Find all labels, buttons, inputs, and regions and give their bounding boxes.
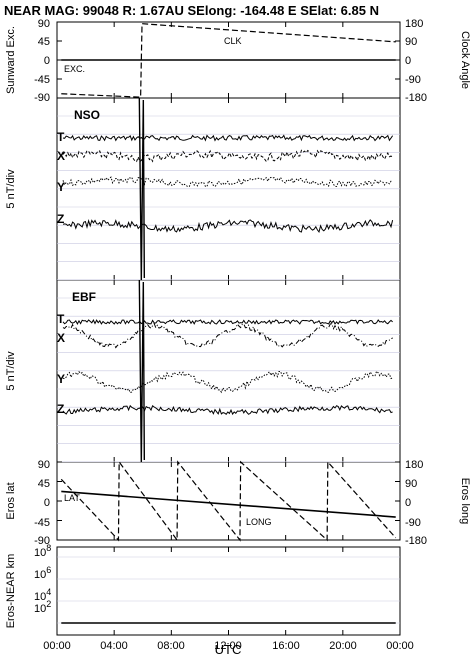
x-tick-label: 04:00 [100,640,128,652]
figure-title: NEAR MAG: 99048 R: 1.67AU SElong: -164.4… [4,3,379,18]
distance-log-ticks: 108 106 104 102 [34,543,51,615]
x-tick-label: 16:00 [272,640,300,652]
y-tick-label: 45 [38,478,50,490]
clock-angle-ylabel: Clock Angle [459,31,471,89]
eros-long-ylabel: Eros long [459,478,471,524]
y-tick-label: 104 [34,587,51,603]
nso-z-trace [62,218,394,233]
ebf-x-label: X [57,331,65,345]
y-tick-label: 102 [34,599,51,615]
x-tick-label: 12:00 [214,640,242,652]
ebf-x-trace [62,322,393,349]
exc-series-label: EXC. [64,64,85,74]
x-axis-label: UTC [215,642,242,656]
grid-layer [56,21,401,635]
eros-lat-ylabel: Eros lat [5,482,17,519]
clk-series-label: CLK [224,36,242,46]
y-tick-label: -90 [405,74,421,86]
ebf-z-label: Z [57,402,64,416]
nso-ylabel: 5 nT/div [5,169,17,209]
y-tick-label: 108 [34,543,51,559]
long-series-line [60,460,397,542]
y-tick-label: -180 [405,535,427,547]
x-tick-label: 08:00 [157,640,185,652]
ebf-y-trace [62,370,393,394]
x-tick-label: 20:00 [329,640,357,652]
y-tick-label: 90 [38,459,50,471]
ebf-y-label: Y [57,372,65,386]
clock-right-ticks: 180 90 0 -90 -180 [405,18,427,104]
distance-ylabel: Eros-NEAR km [5,554,17,629]
nso-spike [138,97,146,281]
ebf-panel-title: EBF [72,290,96,304]
panel-distance-frame [56,546,401,636]
sunward-left-ticks: 90 45 0 -45 -90 [34,18,50,104]
lat-series-line [61,490,396,518]
y-tick-label: 90 [405,36,417,48]
y-tick-label: 180 [405,18,423,30]
y-tick-label: 45 [38,36,50,48]
clk-series-line [61,23,396,98]
ebf-z-trace [62,404,393,416]
nso-t-label: T [57,130,65,144]
nso-t-trace [62,134,394,142]
nso-z-label: Z [57,212,64,226]
long-series-label: LONG [246,517,272,527]
nso-y-trace [62,176,393,188]
y-tick-label: -180 [405,92,427,104]
nso-panel-title: NSO [74,108,100,122]
nso-x-trace [62,149,393,163]
eros-left-ticks: 90 45 0 -45 -90 [34,459,50,547]
y-tick-label: 0 [405,55,411,67]
ebf-spike [138,279,146,463]
y-tick-label: 180 [405,459,423,471]
ebf-t-label: T [57,312,65,326]
y-tick-label: -90 [405,517,421,529]
nso-x-label: X [57,149,65,163]
y-tick-label: -45 [34,517,50,529]
y-tick-label: 0 [44,497,50,509]
y-tick-label: 0 [405,497,411,509]
sunward-ylabel: Sunward Exc. [5,26,17,94]
panel-eros-frame [56,461,401,541]
y-tick-label: -90 [34,535,50,547]
y-tick-label: 106 [34,565,51,581]
y-tick-label: 0 [44,55,50,67]
y-tick-label: -90 [34,92,50,104]
x-tick-label: 00:00 [386,640,414,652]
eros-right-ticks: 180 90 0 -90 -180 [405,459,427,547]
ebf-ylabel: 5 nT/div [5,351,17,391]
y-tick-label: 90 [38,18,50,30]
nso-y-label: Y [57,180,65,194]
ebf-t-trace [62,319,393,325]
y-tick-label: 90 [405,478,417,490]
lat-series-label: LAT [64,493,80,503]
data-layer [60,23,397,624]
x-axis-ticks: 00:00 04:00 08:00 12:00 16:00 20:00 00:0… [43,640,414,652]
y-tick-label: -45 [34,74,50,86]
x-tick-label: 00:00 [43,640,71,652]
